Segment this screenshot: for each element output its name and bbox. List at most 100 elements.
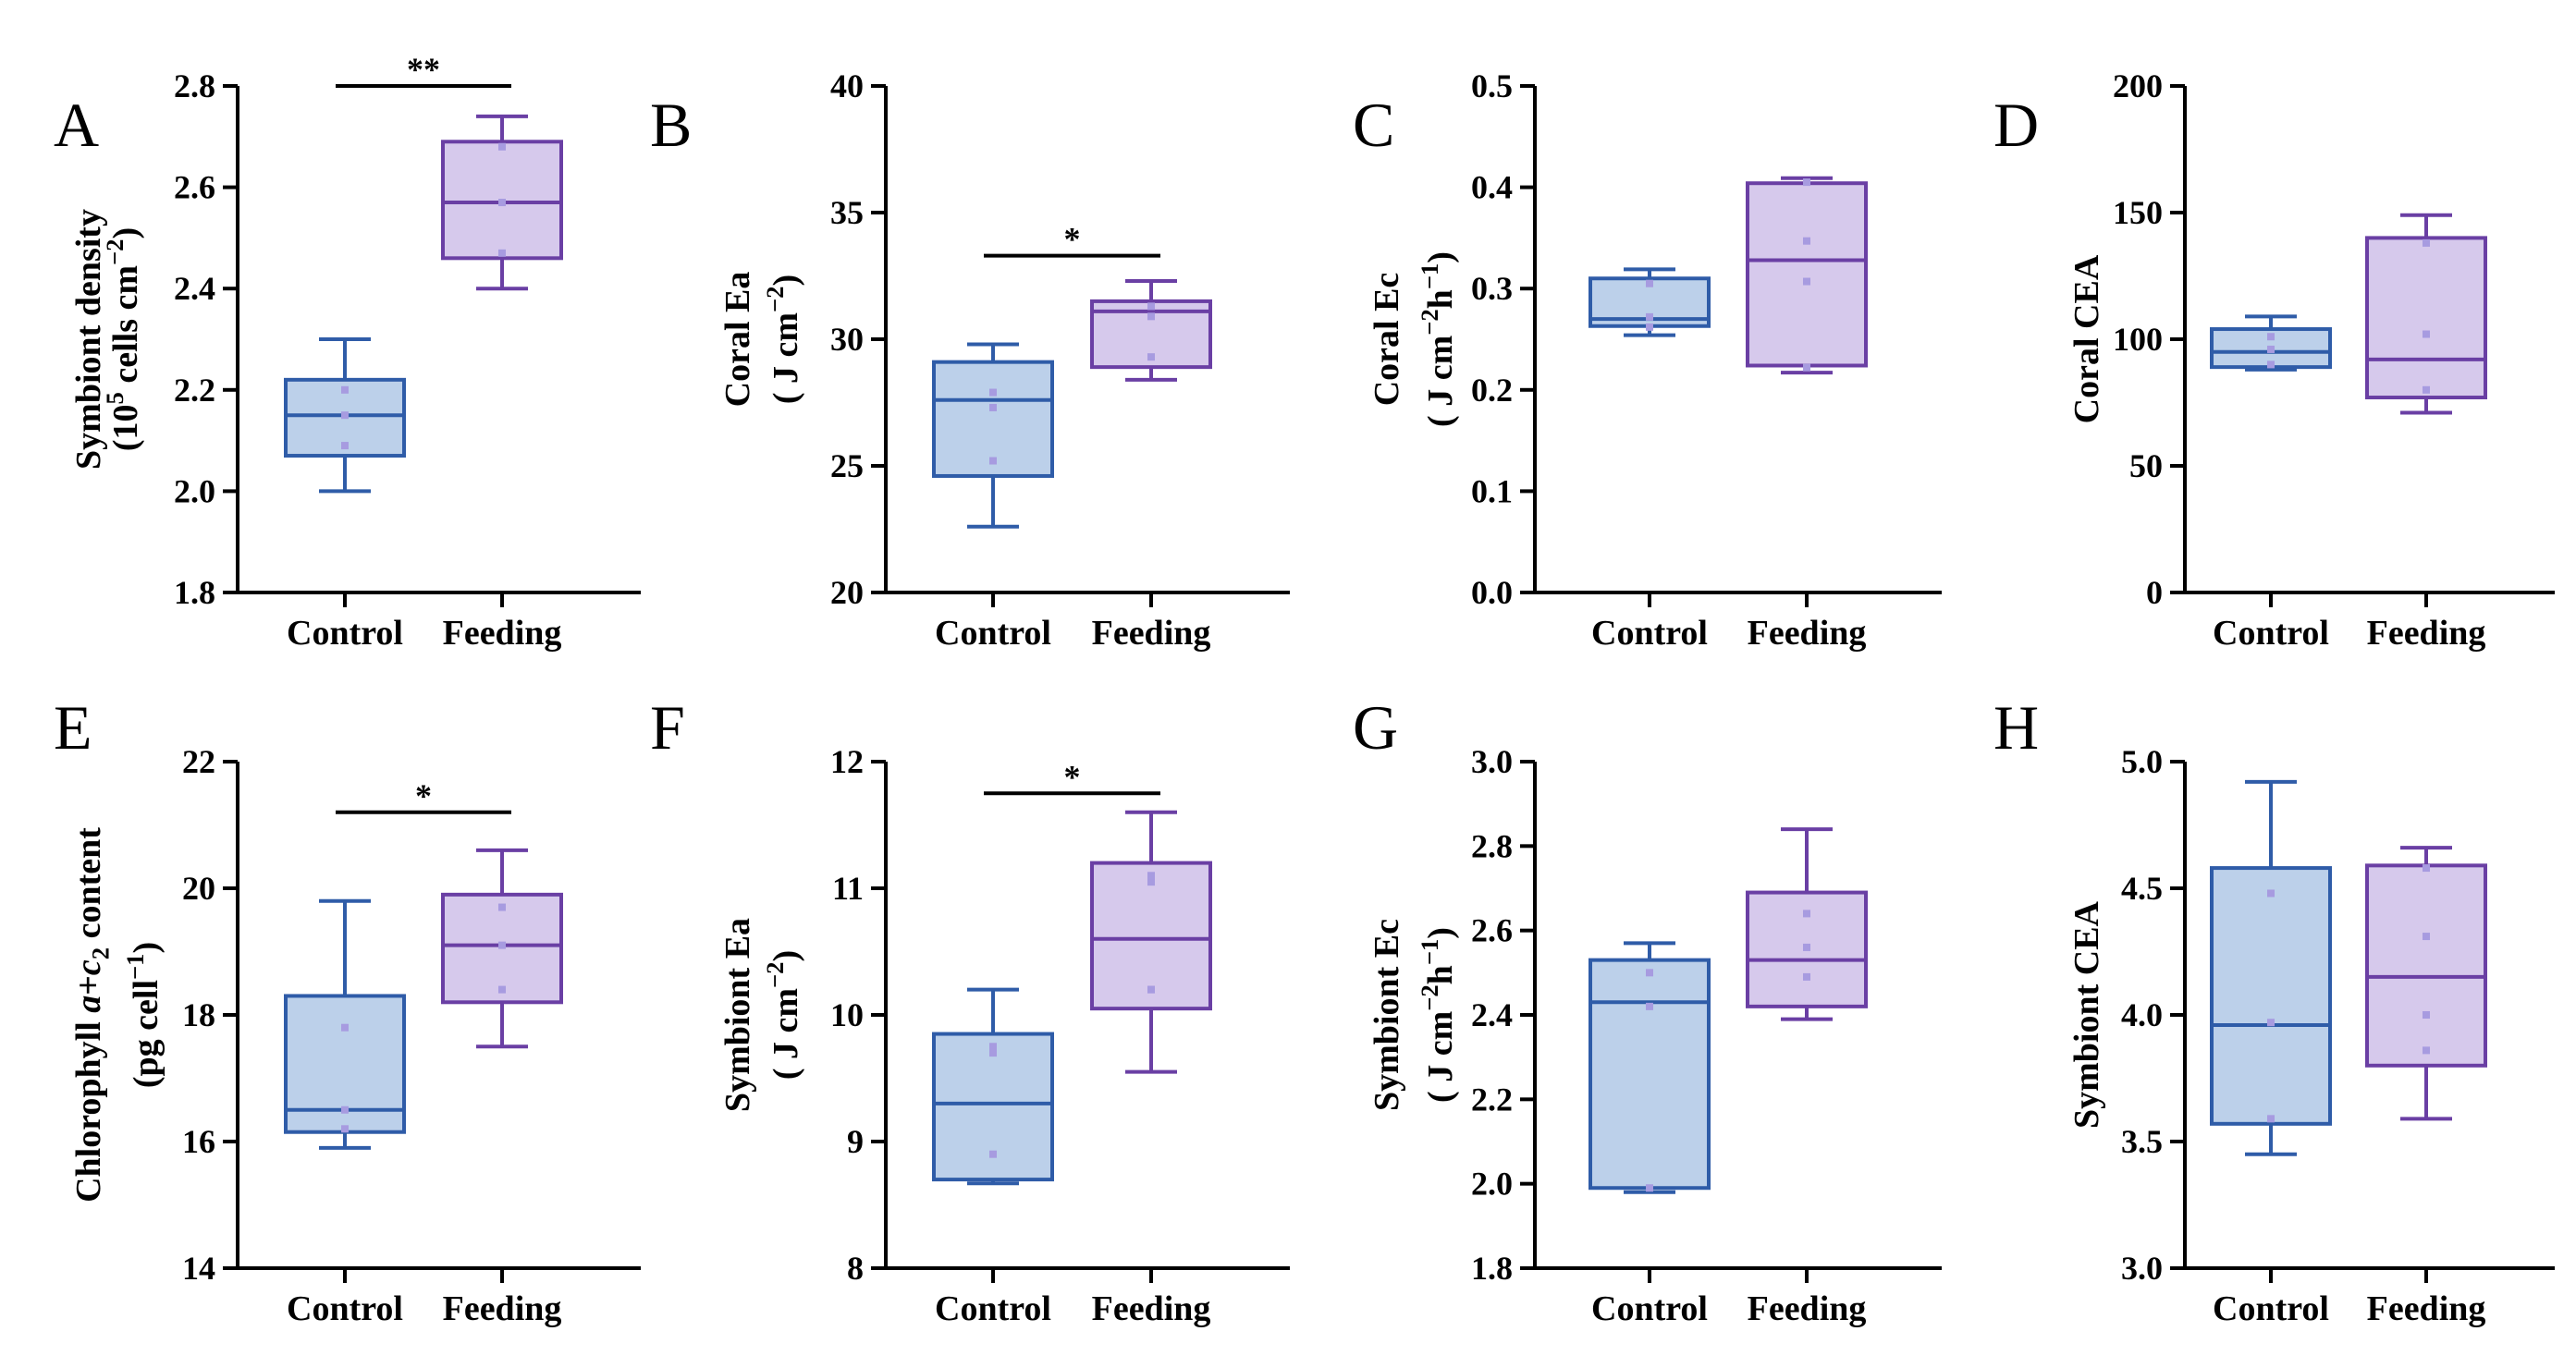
box-iqr bbox=[1746, 181, 1868, 368]
y-tick-label: 4.5 bbox=[2121, 870, 2163, 907]
panel-letter: C bbox=[1353, 90, 1394, 160]
y-axis-label: Coral CEA bbox=[2067, 254, 2106, 423]
box-control bbox=[1589, 941, 1711, 1194]
data-point bbox=[2423, 238, 2430, 247]
y-tick-label: 2.8 bbox=[1471, 827, 1513, 864]
y-tick-label: 20 bbox=[182, 870, 215, 907]
panel-D: D 0 50 100 150 200 Control Feeding Coral CEA bbox=[1993, 67, 2555, 653]
data-point bbox=[1646, 323, 1653, 331]
data-point bbox=[1646, 1184, 1653, 1192]
data-point bbox=[498, 199, 506, 207]
box-feeding bbox=[1090, 278, 1212, 382]
significance-label: * bbox=[1064, 758, 1081, 795]
y-tick-label: 10 bbox=[830, 996, 864, 1033]
y-tick-label: 22 bbox=[182, 743, 215, 780]
y-axis-label: Chlorophyll a+c2 content bbox=[69, 827, 115, 1203]
panel-letter: H bbox=[1993, 692, 2039, 763]
data-point bbox=[341, 1105, 349, 1114]
y-tick-label: 150 bbox=[2113, 194, 2163, 231]
box-control bbox=[2210, 779, 2332, 1156]
data-point bbox=[2423, 385, 2430, 394]
panel-letter: G bbox=[1353, 692, 1398, 763]
y-tick-label: 0.5 bbox=[1471, 67, 1513, 104]
y-tick-label: 0.1 bbox=[1471, 472, 1513, 509]
x-tick-label: Feeding bbox=[443, 614, 562, 653]
box-control bbox=[932, 342, 1054, 529]
y-tick-label: 1.8 bbox=[1471, 1250, 1513, 1287]
data-point bbox=[2267, 345, 2275, 353]
y-tick-label: 100 bbox=[2113, 321, 2163, 358]
panel-A: A 1.8 2.0 2.2 2.4 2.6 2.8 Control Feeding Symbion… bbox=[54, 51, 641, 653]
x-tick-label: Control bbox=[2213, 614, 2329, 653]
x-tick-label: Feeding bbox=[1748, 1289, 1867, 1328]
y-tick-label: 3.0 bbox=[2121, 1250, 2163, 1287]
y-tick-label: 16 bbox=[182, 1123, 215, 1160]
data-point bbox=[2423, 1046, 2430, 1055]
y-tick-label: 2.4 bbox=[174, 270, 215, 307]
y-tick-label: 0.0 bbox=[1471, 574, 1513, 611]
data-point bbox=[1803, 237, 1810, 245]
y-axis-label: Symbiont Ea bbox=[718, 918, 757, 1112]
data-point bbox=[341, 1125, 349, 1133]
data-point bbox=[2267, 360, 2275, 369]
y-tick-label: 200 bbox=[2113, 67, 2163, 104]
x-tick-label: Control bbox=[1591, 614, 1708, 653]
y-axis-label-units: ( J cm−2h−1) bbox=[1416, 251, 1460, 427]
box-iqr bbox=[2365, 236, 2487, 400]
y-tick-label: 30 bbox=[830, 321, 864, 358]
panel-H: H 3.0 3.5 4.0 4.5 5.0 Control Feeding Symbiont C… bbox=[1993, 692, 2555, 1328]
y-tick-label: 50 bbox=[2129, 447, 2163, 484]
box-iqr bbox=[1090, 861, 1212, 1011]
y-tick-label: 8 bbox=[847, 1250, 864, 1287]
x-tick-label: Control bbox=[935, 1289, 1051, 1328]
box-control bbox=[932, 987, 1054, 1186]
data-point bbox=[2267, 1019, 2275, 1027]
y-tick-label: 2.0 bbox=[1471, 1166, 1513, 1203]
data-point bbox=[1803, 277, 1810, 286]
data-point bbox=[1147, 312, 1155, 321]
y-tick-label: 11 bbox=[832, 870, 864, 907]
data-point bbox=[1646, 969, 1653, 977]
data-point bbox=[989, 403, 997, 411]
data-point bbox=[989, 388, 997, 397]
panel-letter: B bbox=[650, 90, 692, 160]
data-point bbox=[1803, 972, 1810, 981]
data-point bbox=[1803, 943, 1810, 951]
data-point bbox=[341, 411, 349, 420]
data-point bbox=[2423, 933, 2430, 941]
y-axis-label-units: (105 cells cm−2) bbox=[101, 227, 145, 451]
data-point bbox=[2267, 889, 2275, 898]
x-tick-label: Feeding bbox=[1748, 614, 1867, 653]
y-tick-label: 5.0 bbox=[2121, 743, 2163, 780]
significance-label: * bbox=[1064, 221, 1081, 258]
box-feeding bbox=[2365, 846, 2487, 1121]
box-iqr bbox=[2365, 863, 2487, 1068]
data-point bbox=[341, 1023, 349, 1032]
y-axis-label-units: ( J cm−2h−1) bbox=[1416, 927, 1460, 1103]
y-tick-label: 2.6 bbox=[1471, 912, 1513, 949]
panel-letter: A bbox=[54, 90, 99, 160]
x-tick-label: Feeding bbox=[2367, 614, 2486, 653]
data-point bbox=[1803, 178, 1810, 187]
x-tick-label: Control bbox=[1591, 1289, 1708, 1328]
data-point bbox=[1147, 302, 1155, 311]
box-feeding bbox=[441, 848, 563, 1049]
data-point bbox=[989, 457, 997, 465]
data-point bbox=[498, 985, 506, 994]
significance-label: * bbox=[415, 777, 432, 814]
y-tick-label: 2.8 bbox=[174, 67, 215, 104]
x-tick-label: Control bbox=[287, 1289, 403, 1328]
y-axis-label-units: (pg cell−1) bbox=[121, 942, 166, 1088]
data-point bbox=[989, 1150, 997, 1158]
box-feeding bbox=[1746, 827, 1868, 1021]
data-point bbox=[2423, 1011, 2430, 1019]
y-tick-label: 0.3 bbox=[1471, 270, 1513, 307]
y-tick-label: 18 bbox=[182, 996, 215, 1033]
data-point bbox=[498, 142, 506, 151]
data-point bbox=[989, 1043, 997, 1051]
box-control bbox=[284, 898, 406, 1150]
y-axis-label-units: ( J cm−2) bbox=[761, 275, 805, 404]
data-point bbox=[341, 385, 349, 394]
box-control bbox=[1589, 267, 1711, 337]
panel-C: C 0.0 0.1 0.2 0.3 0.4 0.5 Control Feeding Coral E… bbox=[1353, 67, 1942, 653]
